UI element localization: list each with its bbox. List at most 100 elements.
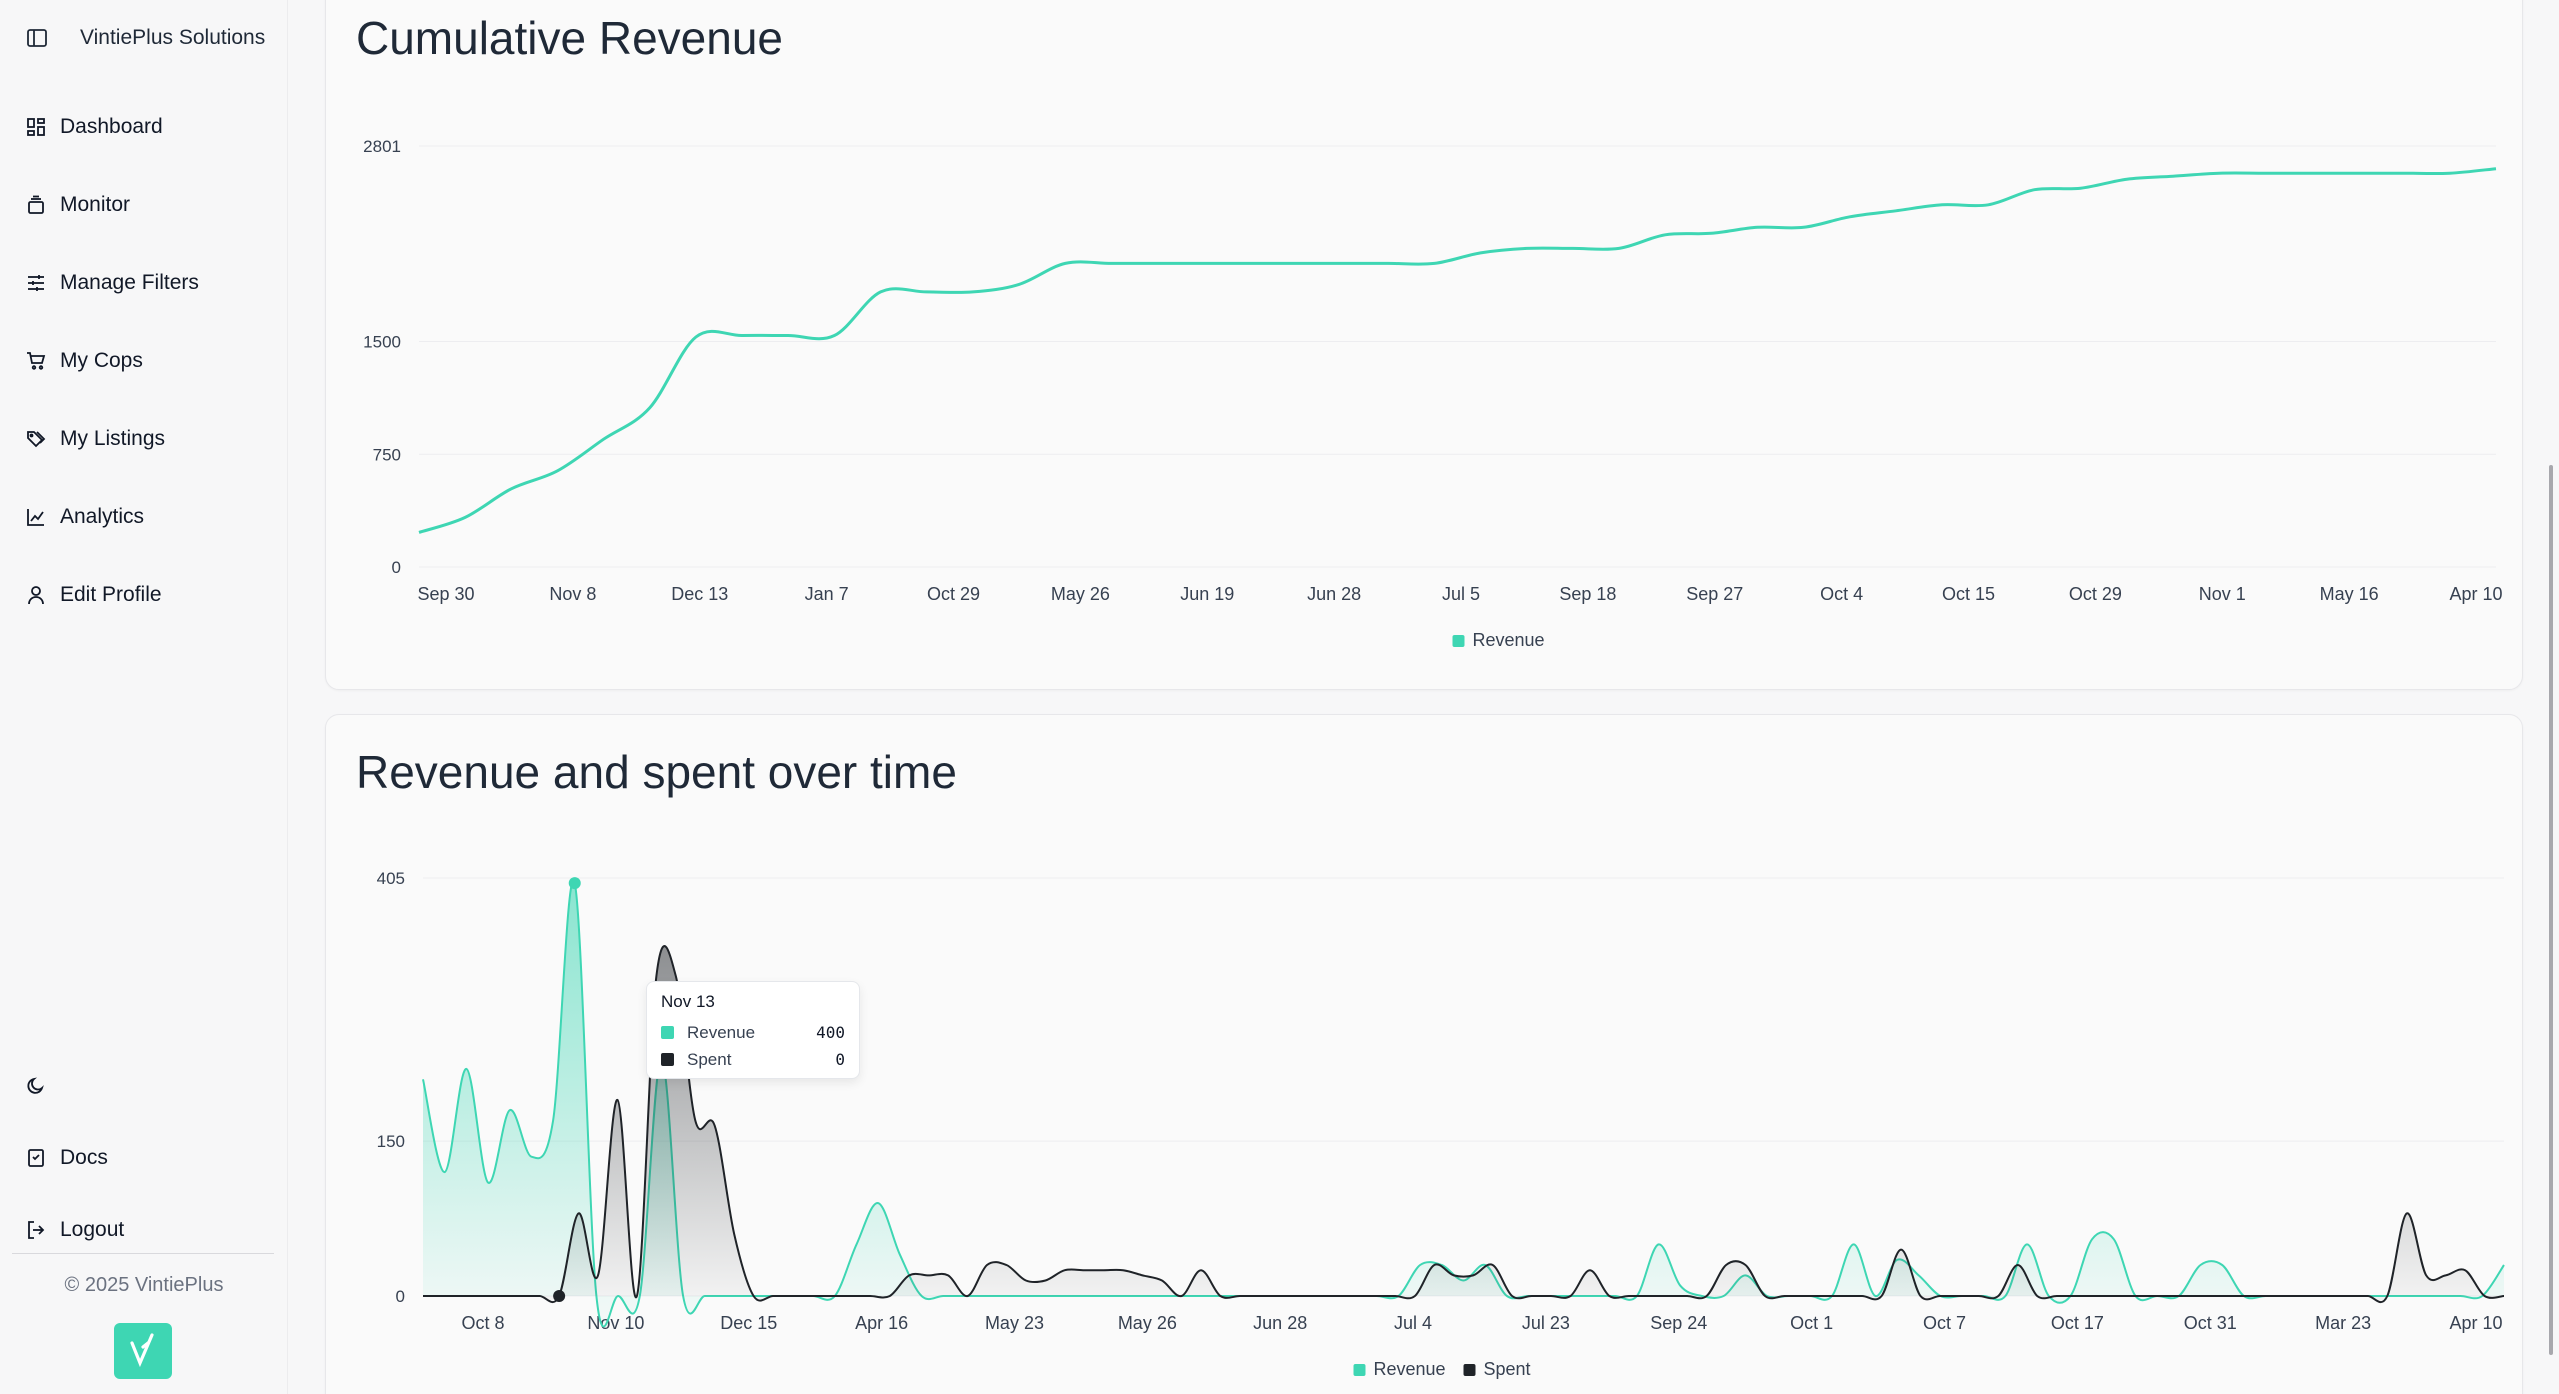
logout-label: Logout (60, 1218, 125, 1241)
logout-icon (24, 1218, 48, 1242)
tooltip-revenue-label: Revenue (687, 1022, 756, 1042)
legend-swatch (1353, 1364, 1366, 1376)
brand-name: VintiePlus Solutions (80, 26, 266, 49)
cart-icon (24, 349, 48, 373)
tooltip-spent-label: Spent (687, 1049, 732, 1069)
legend-label: Spent (1484, 1359, 1531, 1379)
book-icon (24, 1146, 48, 1170)
docs-label: Docs (60, 1146, 108, 1169)
sidebar: VintiePlus Solutions Dashboard Monitor M… (0, 0, 288, 1394)
tags-icon (24, 427, 48, 451)
legend-label: Revenue (1374, 1359, 1446, 1379)
y-tick-label: 2801 (363, 137, 401, 156)
x-tick-label: Oct 4 (1820, 584, 1863, 604)
x-tick-label: Dec 13 (671, 584, 728, 604)
cumulative-revenue-card: Cumulative Revenue 0 750 1500 2801 Sep 30 Nov… (325, 0, 2523, 690)
x-tick-label: May 26 (1051, 584, 1110, 604)
x-tick-label: Oct 29 (927, 584, 980, 604)
x-tick-label: Nov 8 (549, 584, 596, 604)
series-line-spent[interactable] (423, 945, 2505, 1304)
spent-swatch (661, 1053, 674, 1066)
x-tick-label: Sep 18 (1559, 584, 1616, 604)
sidebar-item-label: Dashboard (60, 115, 163, 138)
tooltip-date: Nov 13 (661, 992, 715, 1011)
series-line-revenue[interactable] (418, 167, 2497, 534)
x-tick-label: Jul 5 (1442, 584, 1480, 604)
revenue-spent-title: Revenue and spent over time (356, 746, 957, 798)
x-tick-label: May 23 (985, 1313, 1044, 1333)
monitor-icon (24, 193, 48, 217)
sidebar-item-edit-profile[interactable]: Edit Profile (24, 556, 274, 634)
sidebar-divider (12, 1253, 274, 1254)
x-tick-label: Oct 31 (2184, 1313, 2237, 1333)
cumulative-revenue-title: Cumulative Revenue (356, 12, 784, 64)
x-tick-label: Jul 4 (1394, 1313, 1432, 1333)
tooltip-revenue-value: 400 (816, 1023, 845, 1042)
x-tick-label: Oct 15 (1942, 584, 1995, 604)
x-tick-label: Apr 10 (2449, 584, 2502, 604)
legend-label: Revenue (1473, 630, 1545, 650)
brand: VintiePlus Solutions (24, 22, 265, 54)
x-tick-label: Oct 1 (1790, 1313, 1833, 1333)
theme-toggle[interactable] (24, 1050, 274, 1122)
y-tick-label: 0 (392, 558, 401, 577)
active-point-spent[interactable] (553, 1290, 566, 1302)
sidebar-toggle-icon[interactable] (24, 25, 50, 51)
sliders-icon (24, 271, 48, 295)
sidebar-item-analytics[interactable]: Analytics (24, 478, 274, 556)
x-tick-label: Nov 10 (587, 1313, 644, 1333)
x-tick-label: Sep 24 (1650, 1313, 1707, 1333)
x-tick-label: Oct 8 (461, 1313, 504, 1333)
sidebar-item-manage-filters[interactable]: Manage Filters (24, 244, 274, 322)
legend-item-revenue[interactable]: Revenue (1452, 630, 1545, 650)
revenue-spent-chart: 0 150 405 Oct 8 Nov 10 Dec 15 Apr 16 May 23 May … (377, 869, 2505, 1379)
sidebar-item-label: Monitor (60, 193, 131, 216)
y-tick-label: 750 (373, 445, 401, 464)
x-tick-label: Apr 16 (855, 1313, 908, 1333)
y-tick-label: 405 (377, 869, 405, 888)
sidebar-nav: Dashboard Monitor Manage Filters My Cops… (24, 88, 274, 634)
x-tick-label: Oct 17 (2051, 1313, 2104, 1333)
sidebar-bottom: Docs Logout (24, 1050, 274, 1266)
dashboard-icon (24, 115, 48, 139)
x-tick-label: Jun 28 (1253, 1313, 1307, 1333)
sidebar-item-dashboard[interactable]: Dashboard (24, 88, 274, 166)
x-tick-label: Jul 23 (1522, 1313, 1570, 1333)
x-tick-label: Jun 28 (1307, 584, 1361, 604)
legend-item-spent[interactable]: Spent (1463, 1359, 1531, 1379)
page-scrollbar[interactable] (2549, 465, 2553, 1355)
user-icon (24, 583, 48, 607)
legend-swatch (1452, 635, 1465, 647)
copyright: © 2025 VintiePlus (64, 1274, 224, 1296)
x-tick-label: Jan 7 (805, 584, 849, 604)
tooltip-row-revenue: Revenue 400 (661, 1019, 845, 1046)
x-tick-label: Apr 10 (2449, 1313, 2502, 1333)
y-tick-label: 150 (377, 1132, 405, 1151)
x-tick-label: Mar 23 (2315, 1313, 2371, 1333)
tooltip-spent-value: 0 (835, 1050, 845, 1069)
sidebar-item-label: Edit Profile (60, 583, 162, 606)
x-tick-label: Oct 7 (1923, 1313, 1966, 1333)
sidebar-item-monitor[interactable]: Monitor (24, 166, 274, 244)
x-tick-label: Sep 30 (417, 584, 474, 604)
x-tick-label: Nov 1 (2199, 584, 2246, 604)
revenue-swatch (661, 1026, 674, 1039)
chart-tooltip: Nov 13 Revenue 400 Spent 0 (646, 981, 860, 1079)
x-tick-label: May 16 (2320, 584, 2379, 604)
legend-item-revenue[interactable]: Revenue (1353, 1359, 1446, 1379)
y-tick-label: 1500 (363, 333, 401, 352)
docs-link[interactable]: Docs (24, 1122, 274, 1194)
x-tick-label: Jun 19 (1180, 584, 1234, 604)
y-tick-label: 0 (396, 1287, 405, 1306)
logout-button[interactable]: Logout (24, 1194, 274, 1266)
sidebar-item-my-listings[interactable]: My Listings (24, 400, 274, 478)
sidebar-item-label: My Cops (60, 349, 143, 372)
active-point-revenue[interactable] (568, 877, 581, 890)
sidebar-item-my-cops[interactable]: My Cops (24, 322, 274, 400)
vintieplus-logo (114, 1323, 172, 1379)
x-tick-label: Sep 27 (1686, 584, 1743, 604)
tooltip-row-spent: Spent 0 (661, 1046, 845, 1073)
sidebar-item-label: Analytics (60, 505, 145, 528)
chart-icon (24, 505, 48, 529)
x-tick-label: May 26 (1118, 1313, 1177, 1333)
